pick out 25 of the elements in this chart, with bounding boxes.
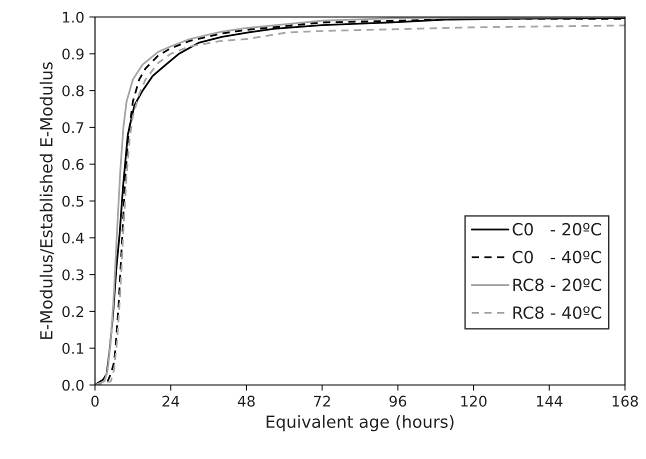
y-tick-label: 0.5 <box>62 196 84 207</box>
legend-label: RC8 - 40ºC <box>513 306 602 319</box>
x-axis-title: Equivalent age (hours) <box>266 415 454 432</box>
y-tick-label: 0.9 <box>62 48 84 60</box>
x-tick-label: 24 <box>162 396 180 406</box>
x-tick-label: 96 <box>389 396 406 407</box>
x-tick-label: 120 <box>461 396 487 407</box>
x-tick-label: 0 <box>91 396 99 407</box>
x-tick-label: 168 <box>612 396 638 407</box>
x-tick-label: 48 <box>238 396 255 407</box>
y-tick-label: 0.1 <box>62 342 84 354</box>
y-tick-label: 0.0 <box>62 380 84 391</box>
y-tick-label: 0.7 <box>62 122 84 134</box>
y-axis-title: E-Modulus/Established E-Modulus <box>40 62 54 339</box>
legend-label: RC8 - 20ºC <box>513 278 602 292</box>
y-tick-label: 0.8 <box>62 85 84 96</box>
y-tick-label: 0.4 <box>62 232 84 244</box>
legend-label: C0 - 20ºC <box>512 222 601 236</box>
y-tick-label: 0.2 <box>62 306 84 318</box>
y-tick-label: 0.6 <box>62 158 84 170</box>
x-tick-label: 144 <box>536 396 562 406</box>
x-tick-label: 72 <box>314 396 330 406</box>
legend-label: C0 - 40ºC <box>512 250 601 264</box>
y-tick-label: 0.3 <box>62 269 84 280</box>
y-tick-label: 1.0 <box>62 12 84 23</box>
